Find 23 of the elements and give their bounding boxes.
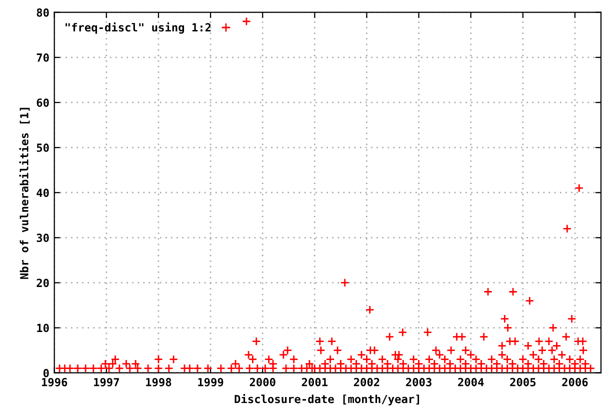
y-tick-label: 70 (36, 53, 49, 62)
y-tick-label: 30 (36, 234, 49, 242)
x-tick-label: 2000 (250, 378, 276, 386)
y-axis-title: Nbr of vulnerabilities [1] (19, 108, 30, 279)
y-tick-label: 50 (36, 144, 49, 152)
x-tick-label: 2002 (354, 378, 380, 386)
legend-label: "freq-discl" using 1:2 (66, 22, 211, 34)
x-tick-label: 1997 (94, 378, 119, 386)
x-tick-label: 2001 (302, 378, 328, 386)
y-tick-label: 80 (36, 8, 49, 17)
x-tick-label: 1998 (146, 378, 172, 386)
x-tick-label: 1999 (198, 378, 224, 386)
y-tick-label: 40 (36, 188, 49, 197)
y-tick-label: 20 (36, 278, 49, 288)
y-tick-label: 0 (43, 368, 49, 378)
x-tick-label: 2003 (406, 378, 432, 386)
x-tick-label: 2005 (510, 378, 536, 386)
x-tick-label: 2006 (562, 378, 588, 386)
y-tick-label: 60 (36, 98, 49, 107)
x-tick-label: 1996 (42, 378, 68, 386)
x-axis-title: Disclosure-date [month/year] (234, 394, 420, 406)
x-tick-label: 2004 (458, 378, 484, 386)
y-tick-label: 10 (37, 324, 49, 332)
